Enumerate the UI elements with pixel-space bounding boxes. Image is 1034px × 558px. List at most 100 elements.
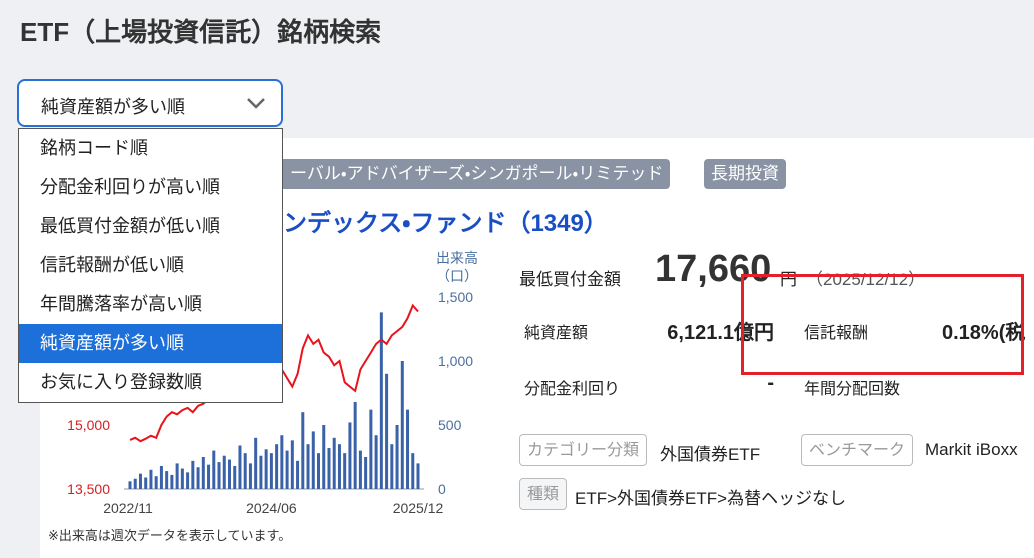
volume-bar [369,409,373,489]
category-tag: カテゴリー分類 [519,434,648,466]
volume-bar [165,471,169,489]
y2-tick-label: 0 [438,481,446,497]
volume-bar [327,448,331,489]
y2-tick-label: 1,000 [438,353,473,369]
volume-bar [358,450,362,489]
volume-bar [306,444,310,489]
volume-bar [348,422,352,489]
row-label: 分配金利回り [524,381,621,398]
volume-bar [238,445,242,489]
volume-bar [154,476,158,489]
volume-bar [275,444,279,489]
volume-bar [296,460,300,489]
volume-bar [311,431,315,489]
volume-bar [301,412,305,489]
volume-bar [353,401,357,489]
sort-option[interactable]: 信託報酬が低い順 [40,255,184,275]
volume-bar [159,465,163,489]
x-tick-label: 2024/06 [246,500,297,516]
volume-bar [374,435,378,489]
fund-name[interactable]: ンデックス・ファンド（1349） [283,210,608,237]
volume-bar [175,463,179,489]
row-label: 純資産額 [524,325,589,342]
volume-bar [133,478,137,489]
volume-bar [180,468,184,489]
y2-tick-label: 1,500 [438,289,473,305]
sort-option[interactable]: 年間騰落率が高い順 [40,294,202,314]
volume-bar [411,453,415,489]
volume-bar [222,455,226,489]
volume-bar [212,450,216,489]
sort-menu: 銘柄コード順分配金利回りが高い順 最低買付金額が低い順 信託報酬が低い順 年間騰落率が… [18,128,283,403]
y2-axis-label: （口） [436,268,478,284]
volume-bar [395,425,399,489]
volume-bar [269,453,273,489]
volume-bar [337,444,341,489]
volume-bar [227,459,231,489]
row-label: 信託報酬 [804,325,869,342]
volume-bar [254,437,258,489]
y2-axis-label: 出来高 [436,250,478,266]
chevron-icon [247,98,265,109]
volume-bar [149,469,153,489]
highlight-box [741,274,1024,375]
volume-bar [317,453,321,489]
x-tick-label: 2025/12 [393,500,444,516]
min-price: 17,660 [655,248,772,290]
volume-bar [201,457,205,489]
row-value: - [767,372,774,394]
y2-tick-label: 500 [438,417,462,433]
volume-bar [400,361,404,489]
sort-select-value: 純資産額が多い順 [41,97,185,117]
benchmark-tag: ベンチマーク [801,434,914,466]
volume-bar [243,453,247,489]
volume-bar [332,437,336,489]
volume-bar [233,465,237,489]
row-value: 6,121.1億円 [667,322,774,344]
y-tick-label: 15,000 [67,417,110,433]
volume-bar [343,453,347,489]
chart-note: ※出来高は週次データを表示しています。 [48,528,291,543]
volume-bar [379,312,383,489]
volume-bar [280,435,284,489]
row-label: 年間分配回数 [804,381,901,398]
volume-bar [128,481,132,489]
sort-select[interactable]: 純資産額が多い順 [17,79,283,127]
sort-option[interactable]: 銘柄コード順 [40,138,148,158]
volume-bar [248,463,252,489]
page-title: ETF（上場投資信託）銘柄検索 [20,17,382,47]
volume-bar [259,455,263,489]
volume-bar [170,474,174,489]
strategy-tag: 長期投資 [704,159,786,189]
volume-bar [364,457,368,489]
benchmark: Markit iBoxx [925,440,1018,459]
y-tick-label: 13,500 [67,481,110,497]
issuer-tag: ーバル・アドバイザーズ・シンガポール・リミテッド [283,159,671,189]
volume-bar [196,467,200,489]
volume-bar [322,425,326,489]
volume-bar [138,473,142,489]
x-tick-label: 2022/11 [103,500,153,516]
volume-bar [416,463,420,489]
sort-option[interactable]: 分配金利回りが高い順 [40,177,220,197]
kind-tag: 種類 [519,478,568,510]
volume-bar [406,409,410,489]
volume-bar [217,462,221,489]
volume-bar [285,450,289,489]
volume-bar [144,477,148,489]
row-value: 0.18%(税 [942,322,1026,344]
volume-bar [207,464,211,489]
volume-bar [186,472,190,489]
sort-option[interactable]: 最低買付金額が低い順 [40,216,220,236]
volume-bar [264,449,268,489]
volume-bar [385,373,389,489]
volume-bar [390,444,394,489]
min-price-label: 最低買付金額 [519,270,621,289]
sort-option[interactable]: お気に入り登録数順 [40,372,202,392]
category: 外国債券ETF [660,445,761,464]
sort-option[interactable]: 純資産額が多い順 [19,324,282,363]
volume-bar [191,460,195,489]
kind: ETF>外国債券ETF>為替ヘッジなし [575,489,847,508]
